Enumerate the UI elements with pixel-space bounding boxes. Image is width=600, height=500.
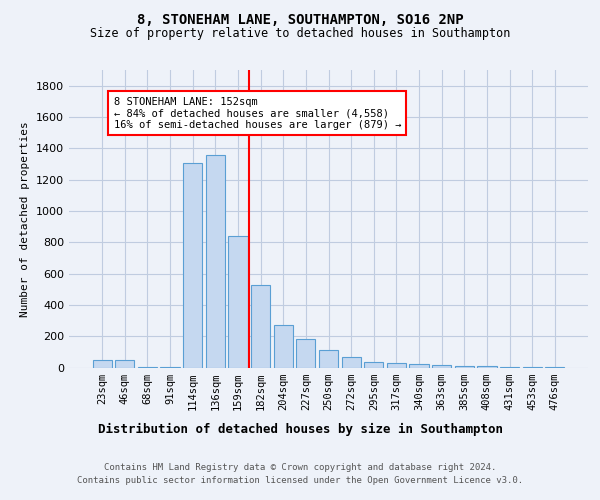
- Bar: [455, 366, 474, 368]
- Bar: [160, 366, 180, 368]
- Bar: [432, 365, 451, 368]
- Bar: [319, 350, 338, 368]
- Text: Size of property relative to detached houses in Southampton: Size of property relative to detached ho…: [90, 28, 510, 40]
- Bar: [274, 325, 293, 368]
- Bar: [545, 366, 565, 368]
- Bar: [364, 362, 383, 368]
- Text: Distribution of detached houses by size in Southampton: Distribution of detached houses by size …: [97, 422, 503, 436]
- Text: 8 STONEHAM LANE: 152sqm
← 84% of detached houses are smaller (4,558)
16% of semi: 8 STONEHAM LANE: 152sqm ← 84% of detache…: [113, 96, 401, 130]
- Bar: [477, 366, 497, 368]
- Text: 8, STONEHAM LANE, SOUTHAMPTON, SO16 2NP: 8, STONEHAM LANE, SOUTHAMPTON, SO16 2NP: [137, 12, 463, 26]
- Bar: [409, 364, 428, 368]
- Bar: [138, 366, 157, 368]
- Bar: [387, 363, 406, 368]
- Bar: [523, 366, 542, 368]
- Bar: [183, 163, 202, 368]
- Text: Contains public sector information licensed under the Open Government Licence v3: Contains public sector information licen…: [77, 476, 523, 485]
- Bar: [341, 358, 361, 368]
- Bar: [500, 366, 519, 368]
- Bar: [115, 360, 134, 368]
- Bar: [251, 284, 270, 368]
- Bar: [296, 338, 316, 368]
- Bar: [229, 236, 248, 368]
- Bar: [206, 154, 225, 368]
- Text: Contains HM Land Registry data © Crown copyright and database right 2024.: Contains HM Land Registry data © Crown c…: [104, 462, 496, 471]
- Bar: [92, 360, 112, 368]
- Y-axis label: Number of detached properties: Number of detached properties: [20, 121, 31, 316]
